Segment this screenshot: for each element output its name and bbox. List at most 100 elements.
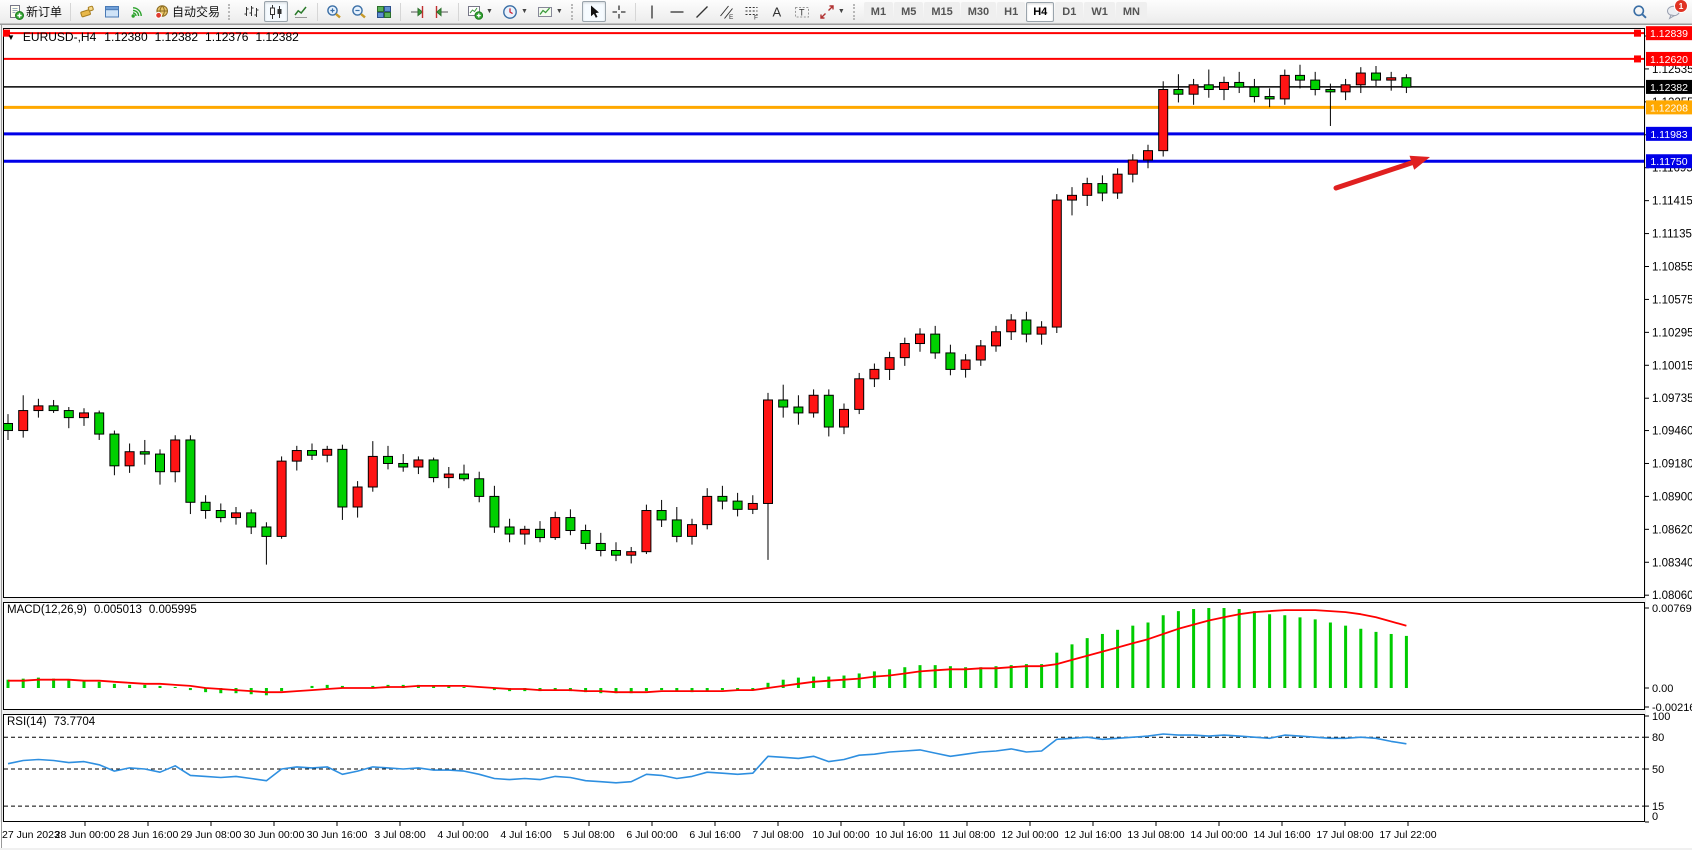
crosshair-button[interactable] (607, 1, 631, 22)
svg-text:80: 80 (1652, 732, 1664, 744)
trend-arrow-annotation[interactable] (1333, 155, 1430, 191)
channel-button[interactable]: E (715, 1, 739, 22)
auto-scroll-button[interactable] (430, 1, 454, 22)
candle-body (246, 512, 257, 528)
zoom-in-icon (326, 4, 342, 20)
timeframe-button-d1[interactable]: D1 (1055, 1, 1084, 22)
templates-button[interactable]: ▼ (533, 1, 567, 22)
cursor-button[interactable] (581, 1, 606, 22)
search-button[interactable] (1628, 2, 1652, 23)
signal-button[interactable] (125, 1, 149, 22)
new-order-button[interactable]: 新订单 (4, 1, 66, 22)
chat-icon: 1 (1666, 0, 1688, 20)
candle-body (307, 450, 317, 456)
svg-text:11 Jul 08:00: 11 Jul 08:00 (939, 829, 996, 841)
periods-clock-icon (502, 4, 518, 20)
rsi-plot: 100 80 50 150 (4, 711, 1670, 823)
new-order-button-label: 新订单 (26, 5, 63, 19)
main-chart-pane[interactable] (3, 28, 1645, 598)
market-window-button[interactable] (100, 1, 124, 22)
macd-name: MACD(12,26,9) (7, 604, 87, 616)
hline-handle[interactable] (1634, 29, 1641, 37)
svg-text:14 Jul 16:00: 14 Jul 16:00 (1253, 829, 1310, 841)
svg-text:14 Jul 00:00: 14 Jul 00:00 (1190, 829, 1247, 841)
timeframe-button-w1[interactable]: W1 (1084, 1, 1115, 22)
timeframe-button-mn[interactable]: MN (1115, 1, 1147, 22)
candle-body (1219, 81, 1229, 91)
timeframe-button-m15[interactable]: M15 (924, 1, 960, 22)
trendline-button[interactable] (690, 1, 714, 22)
text-button[interactable]: A (765, 1, 789, 22)
auto-trading-button-label: 自动交易 (172, 5, 221, 19)
arrows-button[interactable]: ▼ (815, 1, 849, 22)
chat-button[interactable]: 1 (1662, 0, 1688, 23)
high-value: 1.12382 (154, 30, 199, 44)
hline-handle[interactable] (3, 29, 10, 37)
line-chart-button[interactable] (289, 1, 313, 22)
dropdown-arrow-icon[interactable]: ▼ (555, 8, 563, 15)
fibonacci-button[interactable]: F (740, 1, 764, 22)
candle-body (1143, 150, 1153, 161)
candle-body (930, 333, 941, 354)
candle-body (200, 501, 211, 512)
candle-body (671, 519, 682, 537)
hline-handle[interactable] (1634, 55, 1641, 63)
toolbar-grip[interactable] (852, 3, 860, 20)
svg-text:1.11415: 1.11415 (1652, 196, 1692, 208)
dropdown-arrow-icon[interactable]: ▼ (837, 8, 845, 15)
candle-body (1249, 86, 1260, 98)
toolbar-grip[interactable] (570, 3, 578, 20)
candle-body (18, 410, 29, 432)
candle-body (1006, 319, 1017, 333)
candle-body (231, 512, 241, 519)
candlesticks (3, 64, 1412, 565)
svg-text:4 Jul 16:00: 4 Jul 16:00 (500, 829, 552, 841)
shift-chart-button[interactable] (405, 1, 429, 22)
macd-pane[interactable] (3, 602, 1645, 710)
toolbar-separator (317, 2, 319, 21)
text-label-button[interactable]: T (790, 1, 814, 22)
candle-body (1082, 183, 1093, 196)
new-chart-button[interactable]: ▼ (463, 1, 497, 22)
bar-chart-button[interactable] (239, 1, 263, 22)
candle-body (352, 486, 363, 508)
symbol-dropdown-icon[interactable]: ▼ (7, 32, 15, 42)
auto-trading-button[interactable]: 自动交易 (150, 1, 224, 22)
bar-chart-icon (243, 4, 259, 20)
candle-body (383, 455, 393, 464)
styler-button[interactable] (75, 1, 99, 22)
candle-body (747, 502, 758, 510)
candle-body (611, 550, 621, 556)
dropdown-arrow-icon[interactable]: ▼ (520, 8, 528, 15)
candle-body (1203, 84, 1214, 91)
zoom-in-button[interactable] (322, 1, 346, 22)
open-value: 1.12380 (104, 30, 148, 44)
timeframe-button-h4[interactable]: H4 (1026, 1, 1055, 22)
vertical-line-button[interactable] (640, 1, 664, 22)
dropdown-arrow-icon[interactable]: ▼ (486, 8, 493, 15)
timeframe-button-m30[interactable]: M30 (960, 1, 997, 22)
zoom-out-button[interactable] (347, 1, 371, 22)
svg-text:50: 50 (1652, 764, 1664, 776)
candlestick-button[interactable] (264, 1, 289, 22)
rsi-pane[interactable] (3, 714, 1645, 822)
periods-button[interactable]: ▼ (498, 1, 532, 22)
candle-body (1127, 159, 1138, 175)
candle-body (626, 551, 637, 556)
horizontal-line-button[interactable] (665, 1, 689, 22)
candle-body (1264, 96, 1275, 100)
candle-body (94, 412, 105, 435)
svg-text:1.11750: 1.11750 (1650, 156, 1687, 168)
toolbar-grip[interactable] (228, 3, 235, 20)
candle-body (595, 542, 606, 551)
timeframe-button-m5[interactable]: M5 (894, 1, 924, 22)
close-value: 1.12382 (255, 30, 299, 44)
timeframe-button-h1[interactable]: H1 (997, 1, 1026, 22)
timeframe-button-m1[interactable]: M1 (863, 1, 894, 22)
tile-windows-button[interactable] (372, 1, 396, 22)
trendline-icon (694, 4, 710, 20)
candle-body (1158, 89, 1169, 152)
toolbar-separator (400, 2, 402, 21)
